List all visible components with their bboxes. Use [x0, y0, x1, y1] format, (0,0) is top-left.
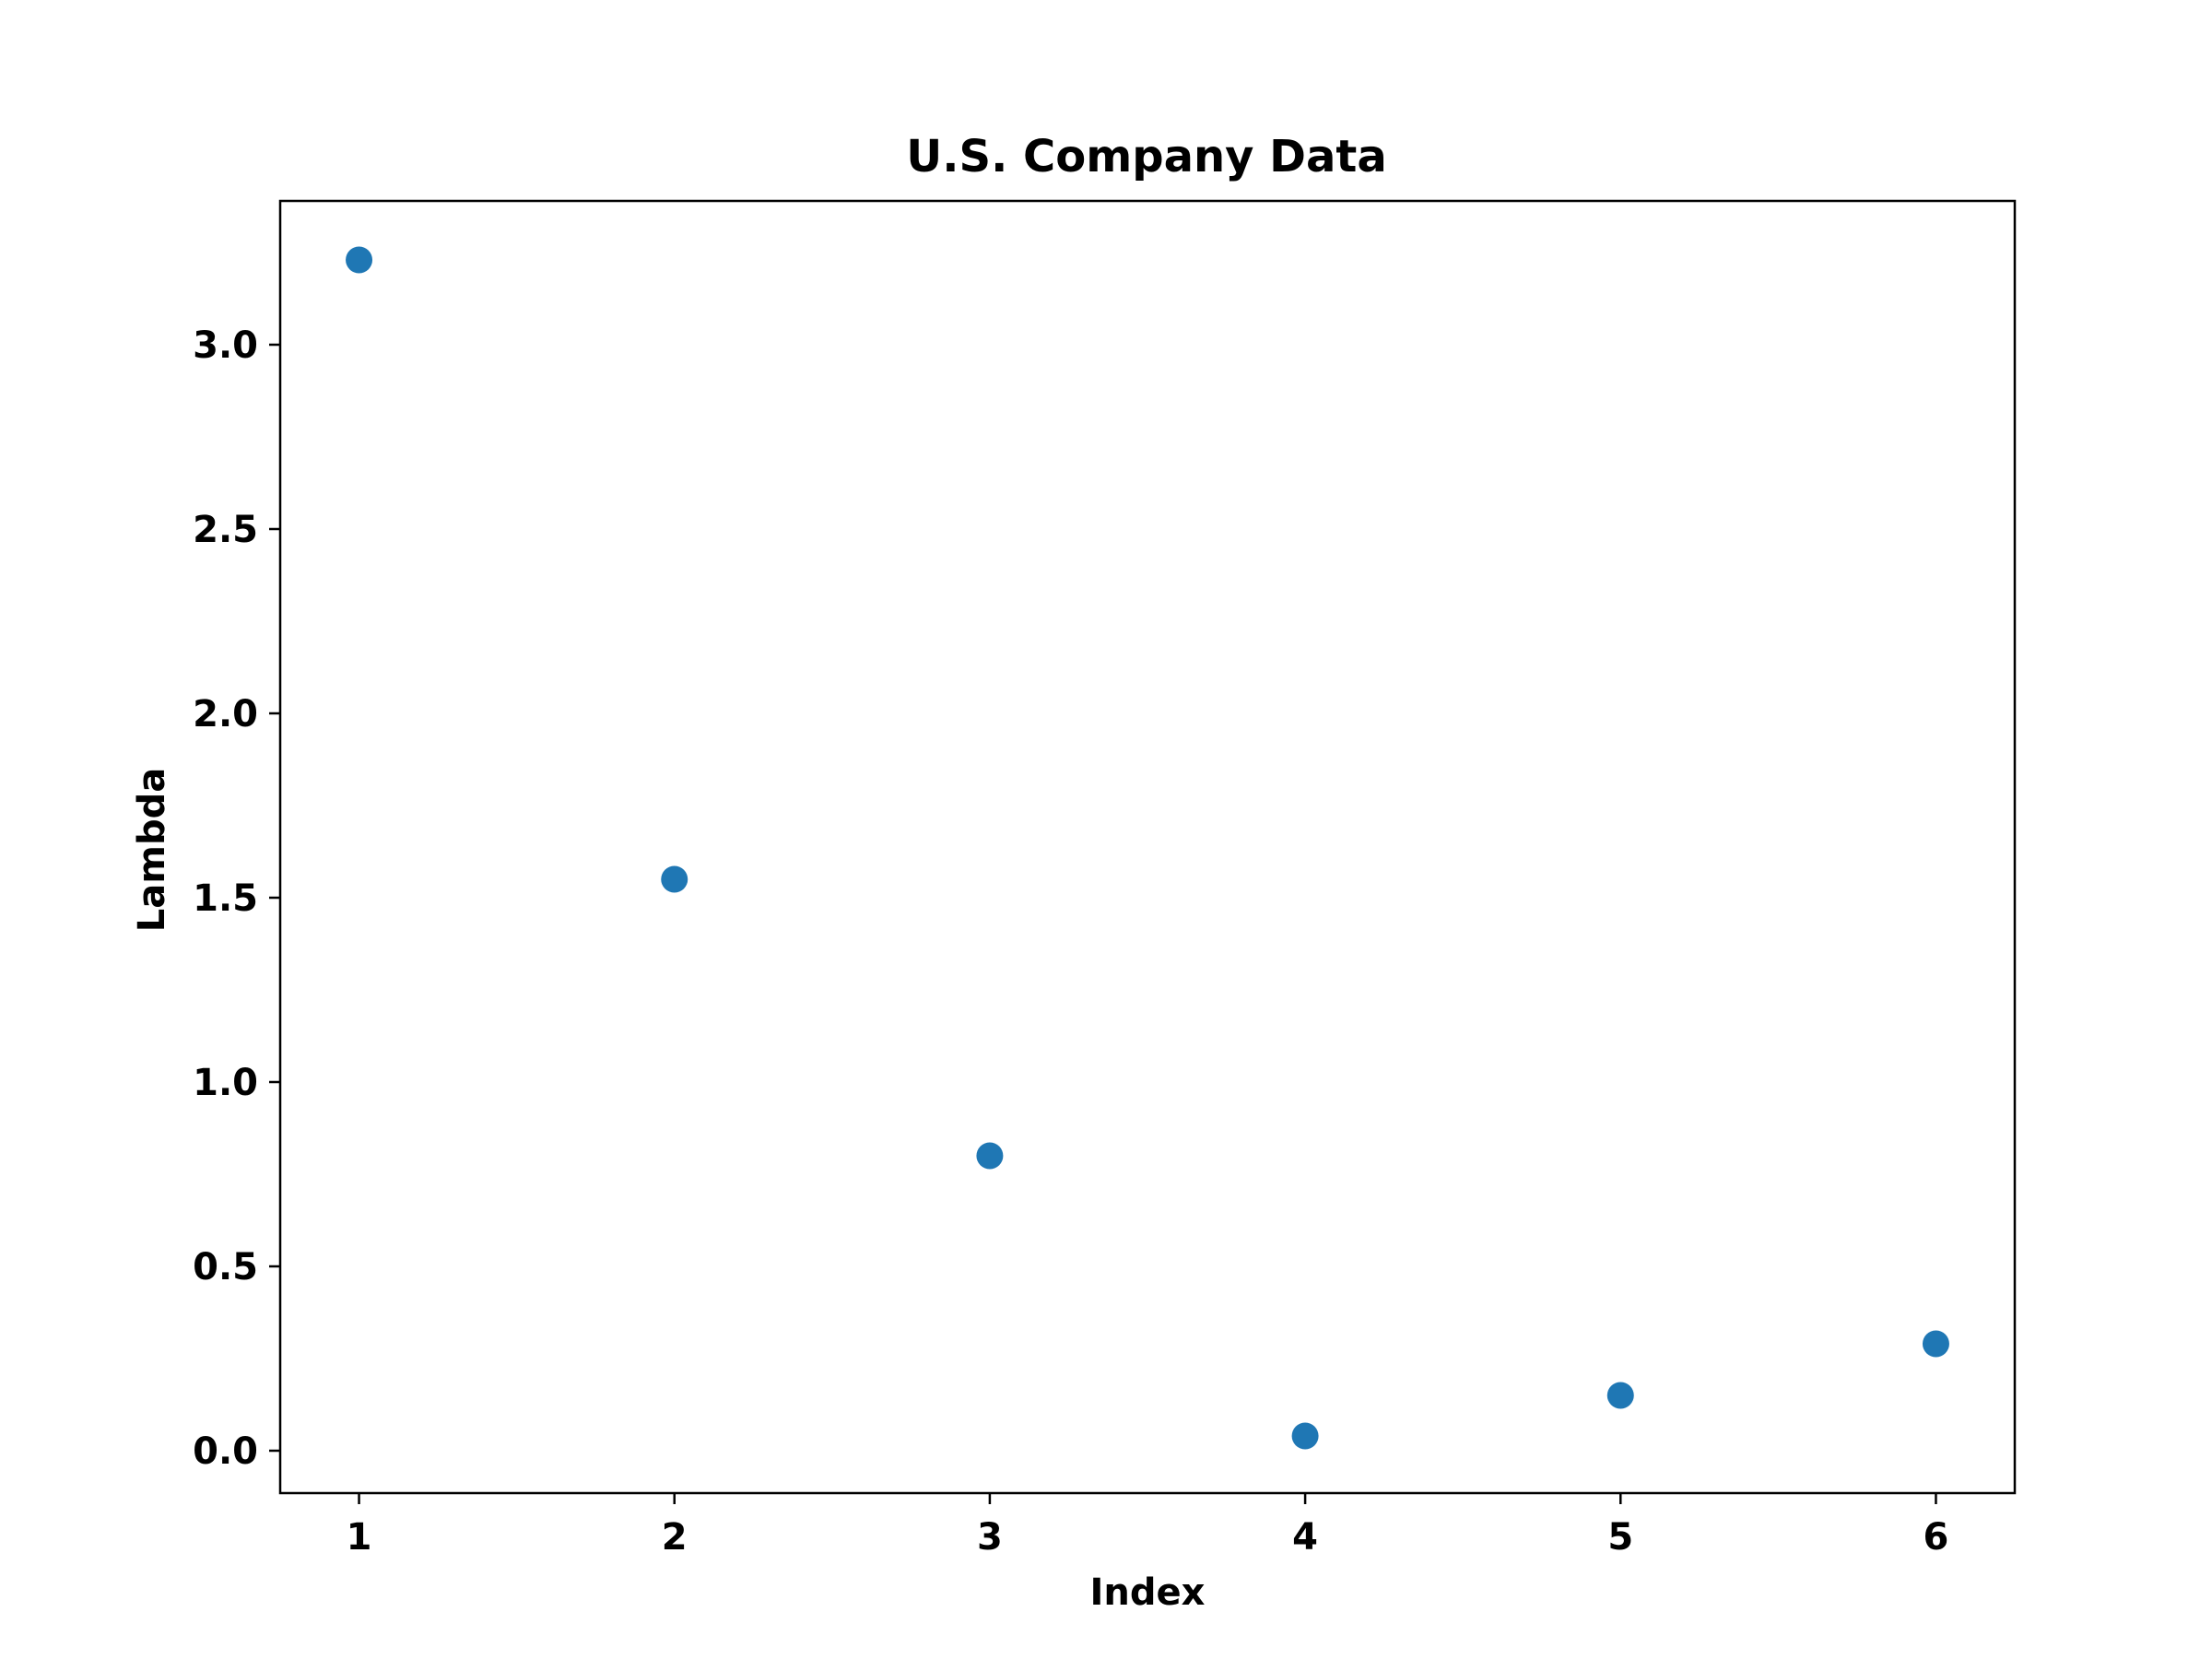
y-tick-label: 2.0	[193, 693, 258, 735]
x-tick-label: 4	[1292, 1516, 1318, 1559]
y-tick-label: 0.5	[193, 1246, 258, 1288]
axes-frame	[278, 199, 2017, 1495]
chart-title: U.S. Company Data	[906, 131, 1386, 182]
y-tick-label: 2.5	[193, 509, 258, 551]
x-tick-label: 2	[662, 1516, 688, 1559]
data-points	[346, 246, 1949, 1450]
x-axis-ticks: 1 2 3 4 5 6	[347, 1493, 1949, 1559]
y-tick-label: 1.0	[193, 1062, 258, 1104]
y-axis-ticks: 0.0 0.5 1.0 1.5 2.0 2.5 3.0	[193, 324, 280, 1473]
data-point	[976, 1142, 1004, 1170]
y-tick-label: 3.0	[193, 324, 258, 367]
data-point	[1606, 1382, 1634, 1409]
data-point	[1922, 1330, 1949, 1358]
x-tick-label: 6	[1924, 1516, 1949, 1559]
y-tick-label: 0.0	[193, 1430, 258, 1473]
x-tick-label: 1	[347, 1516, 372, 1559]
data-point	[346, 246, 373, 274]
data-point	[1291, 1422, 1319, 1450]
x-tick-label: 3	[977, 1516, 1003, 1559]
y-tick-label: 1.5	[193, 877, 258, 920]
x-axis-label: Index	[1090, 1571, 1206, 1614]
data-point	[661, 865, 688, 893]
y-axis-label: Lambda	[131, 768, 173, 932]
plot-area: 1 2 3 4 5 6 0.0 0.5 1.0 1.5 2.0 2.5 3.0	[193, 199, 2017, 1559]
x-tick-label: 5	[1607, 1516, 1633, 1559]
